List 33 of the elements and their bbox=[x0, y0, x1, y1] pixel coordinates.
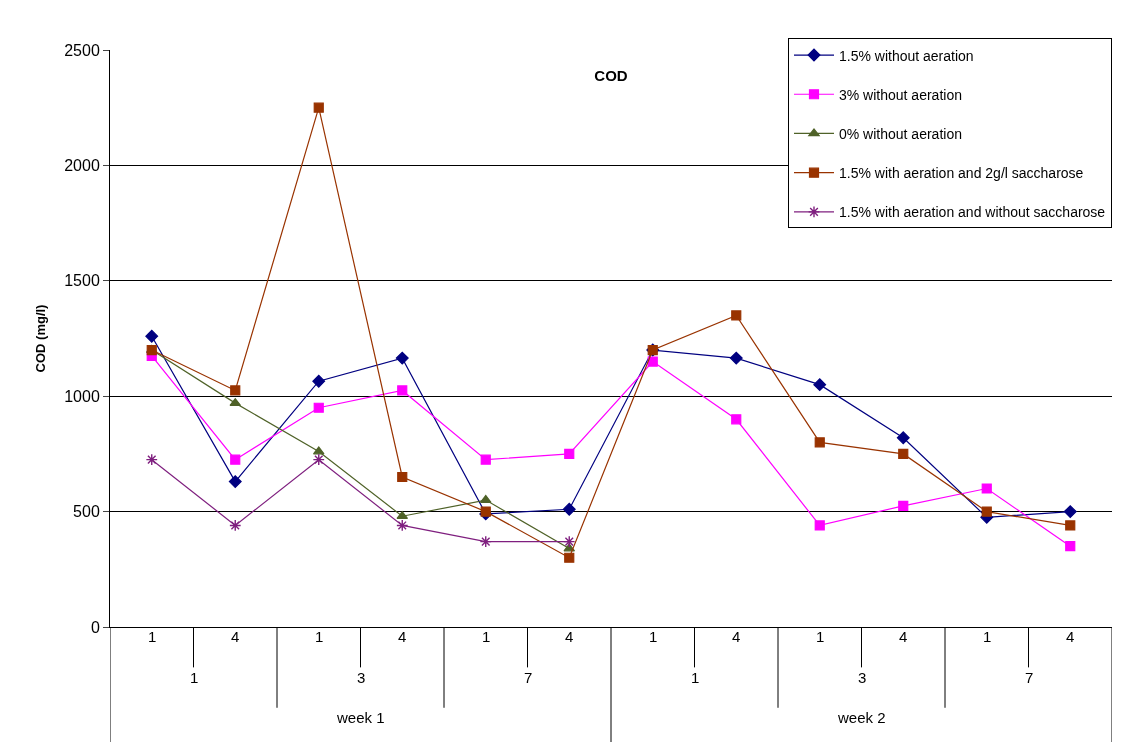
x-tick-label: 1 bbox=[983, 628, 992, 645]
x-tick-label: 4 bbox=[565, 628, 574, 645]
x-tick-label: 4 bbox=[732, 628, 741, 645]
text: 7 bbox=[524, 669, 533, 686]
text: 1 bbox=[190, 669, 199, 686]
x-tick-label: 4 bbox=[398, 628, 407, 645]
text: 7 bbox=[1025, 669, 1034, 686]
x-tick-label: 4 bbox=[1066, 628, 1075, 645]
text: COD bbox=[594, 66, 628, 84]
x-tick-label: 1 bbox=[148, 628, 157, 645]
text: week 2 bbox=[837, 709, 886, 726]
y-tick-label: 0 bbox=[90, 618, 100, 636]
x-tick-label: 4 bbox=[231, 628, 240, 645]
y-tick-label: 1000 bbox=[64, 387, 100, 405]
text: week 1 bbox=[336, 709, 385, 726]
legend-label: 1.5% with aeration and 2g/l saccharose bbox=[839, 165, 1084, 182]
text: 1 bbox=[691, 669, 700, 686]
legend-label: 1.5% with aeration and without saccharose bbox=[839, 204, 1106, 221]
y-tick-label: 2000 bbox=[64, 157, 100, 174]
y-tick-label: 2500 bbox=[64, 41, 100, 59]
legend-label: 1.5% without aeration bbox=[839, 47, 974, 64]
x-tick-label: 1 bbox=[482, 628, 491, 645]
y-axis-title: COD (mg/l) bbox=[33, 304, 49, 373]
legend-label: 3% without aeration bbox=[839, 86, 962, 103]
y-tick-label: 1500 bbox=[64, 272, 100, 290]
text: 3 bbox=[858, 669, 867, 686]
legend-label: 0% without aeration bbox=[839, 125, 962, 142]
x-tick-label: 1 bbox=[315, 628, 324, 645]
x-tick-label: 4 bbox=[899, 628, 908, 645]
x-tick-label: 1 bbox=[649, 628, 658, 645]
x-tick-label: 1 bbox=[816, 628, 825, 645]
text: 3 bbox=[357, 669, 366, 686]
y-tick-label: 500 bbox=[73, 503, 100, 521]
